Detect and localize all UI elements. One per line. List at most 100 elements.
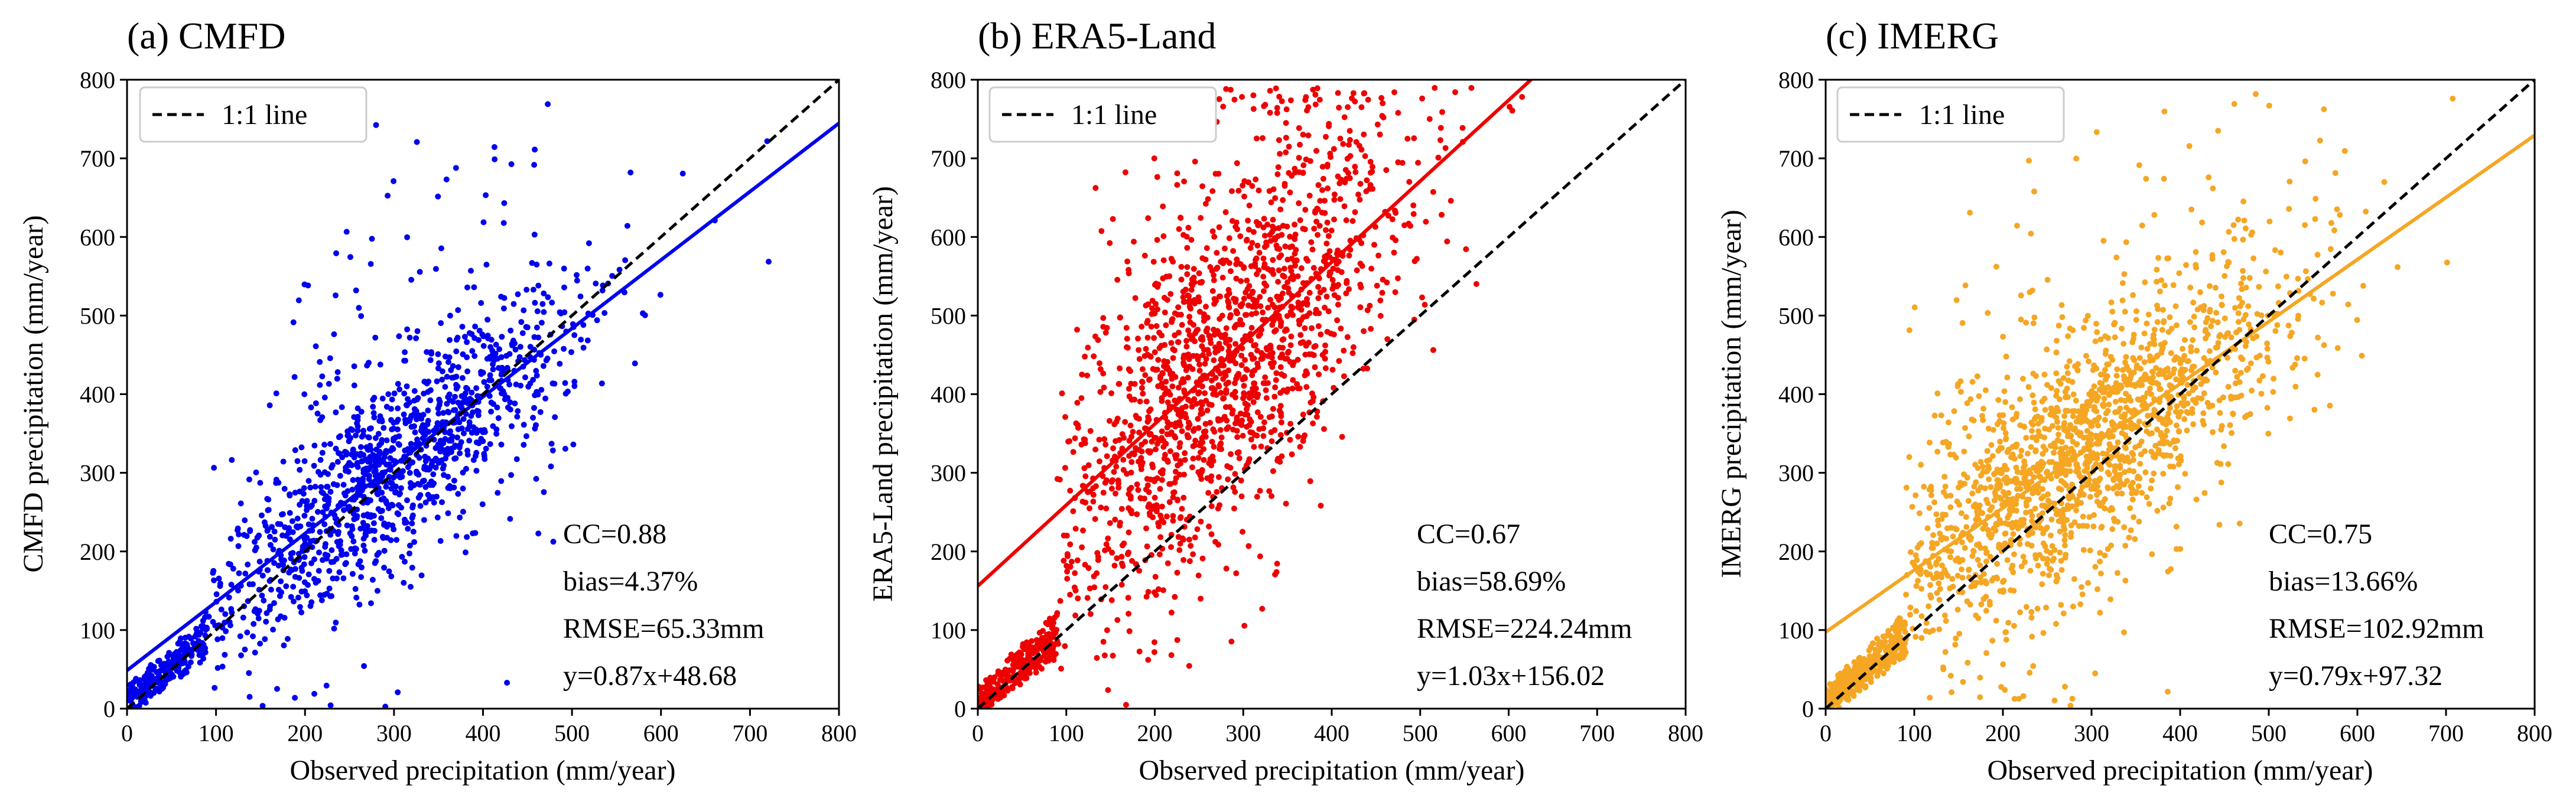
scatter-point (1309, 246, 1316, 253)
scatter-point (2234, 374, 2240, 380)
scatter-point (372, 334, 379, 341)
scatter-point (1357, 282, 1364, 288)
scatter-point (451, 374, 457, 381)
scatter-point (463, 384, 469, 391)
scatter-point (317, 417, 324, 423)
scatter-point (1223, 565, 1230, 572)
scatter-point (507, 399, 513, 406)
scatter-point (1103, 506, 1110, 511)
scatter-point (1325, 233, 1332, 239)
scatter-point (541, 290, 547, 296)
scatter-point (1240, 432, 1246, 439)
scatter-point (2127, 505, 2133, 511)
scatter-point (512, 347, 519, 353)
scatter-point (340, 575, 347, 582)
scatter-point (2264, 340, 2271, 347)
scatter-point (1104, 453, 1110, 459)
scatter-point (2148, 391, 2155, 397)
scatter-point (2154, 426, 2160, 433)
scatter-point (238, 500, 244, 507)
scatter-point (1300, 162, 1307, 168)
scatter-point (2080, 547, 2087, 553)
scatter-point (532, 146, 538, 153)
scatter-point (2062, 542, 2068, 549)
scatter-point (350, 538, 357, 544)
scatter-point (253, 469, 259, 475)
scatter-point (1153, 435, 1159, 441)
scatter-point (2236, 295, 2242, 301)
scatter-point (2190, 337, 2196, 343)
scatter-point (2142, 279, 2148, 285)
scatter-point (1292, 262, 1299, 269)
scatter-point (1106, 418, 1113, 424)
scatter-point (2099, 524, 2105, 530)
scatter-point (488, 409, 495, 415)
scatter-point (1233, 261, 1240, 268)
scatter-point (1095, 557, 1101, 563)
scatter-point (190, 640, 197, 647)
scatter-point (396, 442, 402, 448)
scatter-point (534, 262, 540, 268)
scatter-point (1970, 418, 1977, 424)
scatter-point (188, 635, 194, 641)
scatter-point (1087, 428, 1094, 434)
scatter-point (2093, 129, 2100, 135)
scatter-point (2264, 405, 2271, 411)
scatter-point (1172, 435, 1179, 441)
scatter-point (2026, 158, 2032, 164)
scatter-point (406, 418, 412, 425)
scatter-point (1170, 355, 1176, 361)
scatter-point (1874, 673, 1881, 679)
x-tick-label: 500 (1403, 720, 1438, 746)
scatter-point (1419, 294, 1425, 301)
scatter-point (2001, 425, 2007, 431)
scatter-point (2017, 453, 2024, 459)
scatter-point (1951, 408, 1957, 415)
scatter-point (1270, 271, 1277, 277)
scatter-point (2161, 318, 2167, 324)
scatter-point (1126, 386, 1132, 392)
scatter-point (1352, 164, 1358, 170)
scatter-point (317, 456, 324, 463)
scatter-point (317, 358, 323, 365)
scatter-point (2113, 255, 2120, 260)
scatter-point (1185, 224, 1192, 231)
scatter-point (1098, 228, 1105, 234)
scatter-point (1358, 146, 1365, 153)
scatter-point (1298, 306, 1305, 313)
scatter-point (551, 348, 558, 354)
scatter-point (1024, 640, 1030, 646)
scatter-point (297, 604, 303, 610)
scatter-point (1956, 631, 1963, 637)
scatter-point (1211, 443, 1217, 450)
scatter-point (1959, 566, 1964, 573)
scatter-point (453, 348, 460, 354)
scatter-point (277, 521, 284, 527)
scatter-point (1319, 187, 1325, 193)
scatter-point (337, 472, 343, 479)
scatter-point (1335, 301, 1341, 308)
scatter-point (1195, 425, 1202, 431)
scatter-point (1283, 327, 1290, 333)
scatter-point (230, 566, 236, 572)
scatter-point (436, 443, 443, 450)
scatter-point (453, 337, 460, 343)
scatter-point (1310, 265, 1317, 271)
scatter-point (431, 480, 437, 487)
scatter-point (451, 455, 458, 462)
scatter-point (376, 418, 383, 424)
panel-imerg: (c) IMERG 0 100 200 300 400 500 600 700 800 0100… (1716, 15, 2552, 786)
scatter-point (317, 471, 324, 478)
scatter-point (2152, 454, 2158, 461)
scatter-point (1196, 367, 1203, 374)
scatter-point (1147, 431, 1154, 437)
scatter-point (594, 317, 600, 324)
scatter-point (1309, 325, 1315, 331)
scatter-point (1122, 419, 1128, 425)
scatter-point (399, 468, 406, 474)
scatter-point (1296, 125, 1302, 131)
scatter-point (1278, 419, 1284, 426)
scatter-point (1107, 240, 1113, 246)
scatter-point (214, 636, 221, 643)
scatter-point (1182, 403, 1189, 410)
